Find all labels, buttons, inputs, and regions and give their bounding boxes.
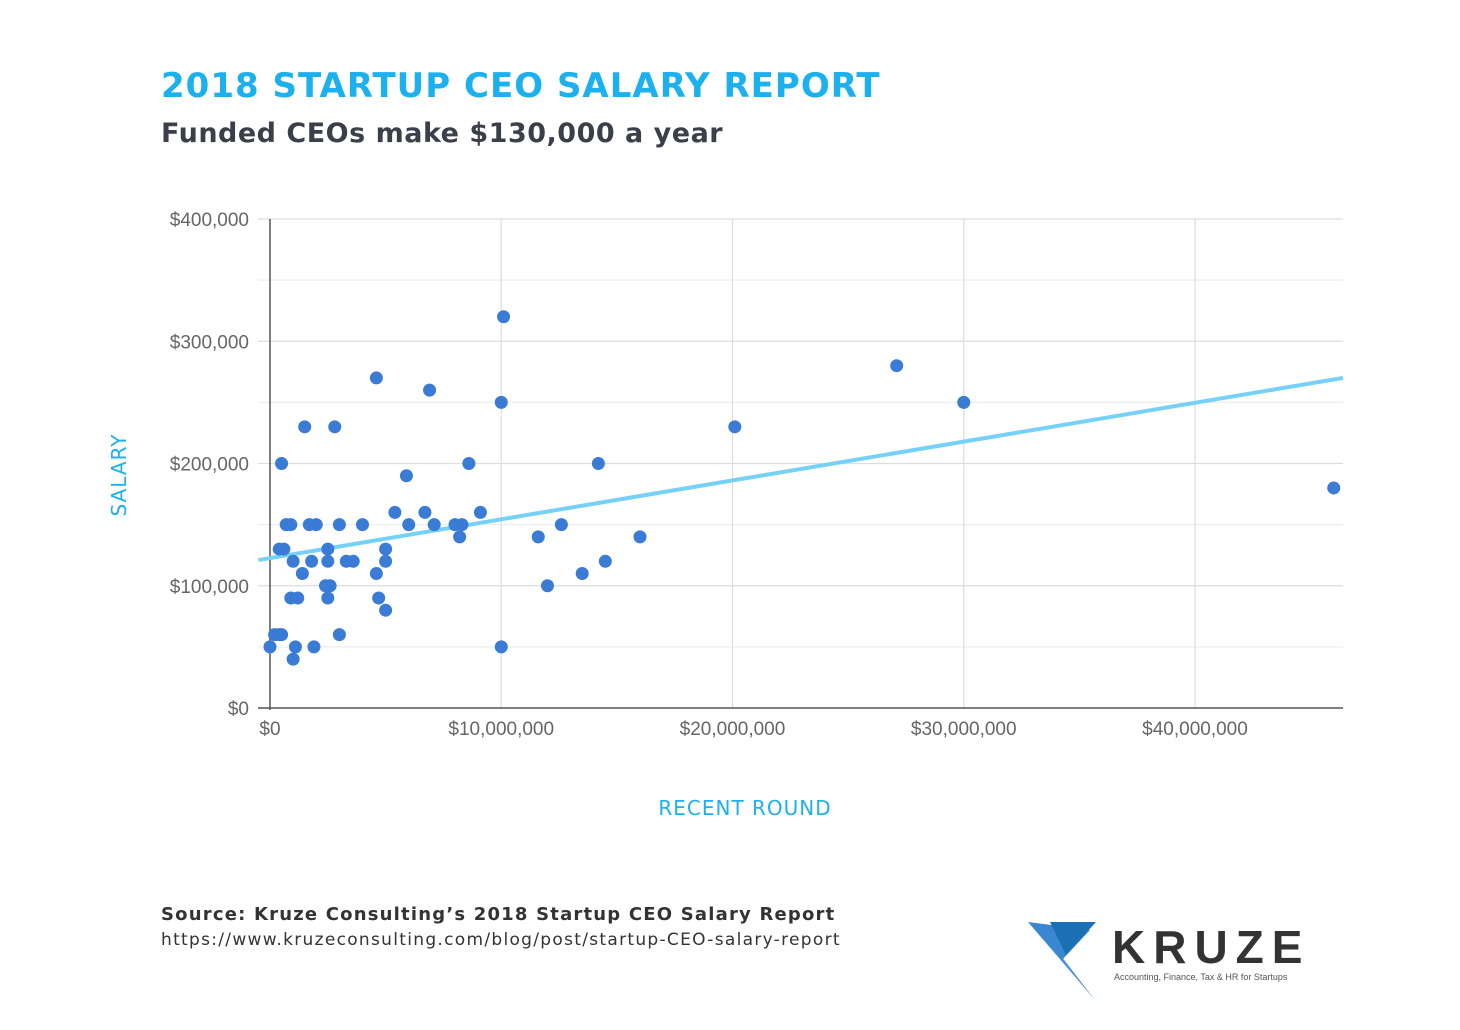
data-point [295, 567, 309, 581]
data-point [591, 457, 605, 470]
source-text: Source: Kruze Consulting’s 2018 Startup … [161, 904, 836, 925]
data-point [473, 505, 487, 519]
data-point [321, 554, 335, 568]
scatter-chart: $0 $100,000 $200,000 $300,000 $400,000 $0 $10,… [107, 210, 1344, 820]
data-point [554, 518, 568, 532]
x-tick-label: $20,000,000 [680, 719, 786, 740]
data-point [427, 518, 441, 532]
data-point [372, 591, 386, 605]
data-point [728, 420, 742, 434]
trendline-group [258, 375, 1344, 563]
data-point [288, 640, 302, 654]
data-point [462, 457, 476, 470]
data-point [369, 371, 383, 385]
data-point [497, 310, 511, 324]
source-url[interactable]: https://www.kruzeconsulting.com/blog/pos… [161, 930, 841, 950]
x-tick-label: $0 [259, 719, 280, 740]
data-point [598, 554, 612, 568]
data-point [323, 579, 337, 593]
data-point [286, 554, 300, 568]
data-point [455, 518, 469, 532]
data-point [388, 505, 402, 519]
x-tick-label: $10,000,000 [448, 719, 554, 740]
y-tick-label: $200,000 [170, 455, 249, 476]
y-axis-label: SALARY [107, 434, 131, 517]
data-point [309, 518, 323, 532]
page-subtitle: Funded CEOs make $130,000 a year [161, 118, 724, 149]
logo-name: KRUZE [1112, 921, 1311, 973]
data-point [328, 420, 342, 434]
y-tick-label: $400,000 [170, 210, 249, 231]
data-point [633, 530, 647, 544]
data-point [369, 567, 383, 581]
y-tick-label: $300,000 [170, 332, 249, 353]
data-point [286, 652, 300, 666]
data-point [379, 603, 393, 617]
tick-labels: $0 $100,000 $200,000 $300,000 $400,000 $0 $10,… [170, 210, 1248, 740]
data-point [277, 542, 291, 556]
data-point [453, 530, 467, 544]
data-point [346, 554, 360, 568]
page-title: 2018 STARTUP CEO SALARY REPORT [161, 66, 881, 106]
points [263, 310, 1341, 666]
data-point [494, 395, 508, 409]
x-axis-label: RECENT ROUND [658, 796, 831, 820]
data-point [332, 518, 346, 532]
x-tick-label: $40,000,000 [1142, 719, 1248, 740]
data-point [399, 469, 413, 483]
data-point [321, 542, 335, 556]
y-tick-label: $100,000 [170, 577, 249, 598]
data-point [541, 579, 554, 593]
data-point [275, 457, 289, 470]
data-point [379, 542, 393, 556]
data-point [1327, 481, 1341, 495]
logo-tagline: Accounting, Finance, Tax & HR for Startu… [1114, 972, 1288, 982]
data-point [298, 420, 312, 434]
data-point [494, 640, 508, 654]
data-point [575, 567, 589, 581]
data-point [890, 359, 904, 373]
data-point [402, 518, 416, 532]
data-point [263, 640, 277, 654]
data-point [379, 554, 393, 568]
data-point [307, 640, 321, 654]
data-point [321, 591, 335, 605]
x-tick-label: $30,000,000 [911, 719, 1017, 740]
data-point [291, 591, 305, 605]
data-point [356, 518, 369, 532]
data-point [423, 383, 437, 397]
trendline [258, 375, 1344, 563]
grid [258, 218, 1343, 710]
data-point [531, 530, 545, 544]
data-point [305, 554, 319, 568]
y-tick-label: $0 [228, 699, 249, 720]
data-point [418, 505, 432, 519]
data-point [284, 518, 298, 532]
data-point [332, 628, 346, 642]
data-point [275, 628, 289, 642]
data-point [957, 395, 971, 409]
